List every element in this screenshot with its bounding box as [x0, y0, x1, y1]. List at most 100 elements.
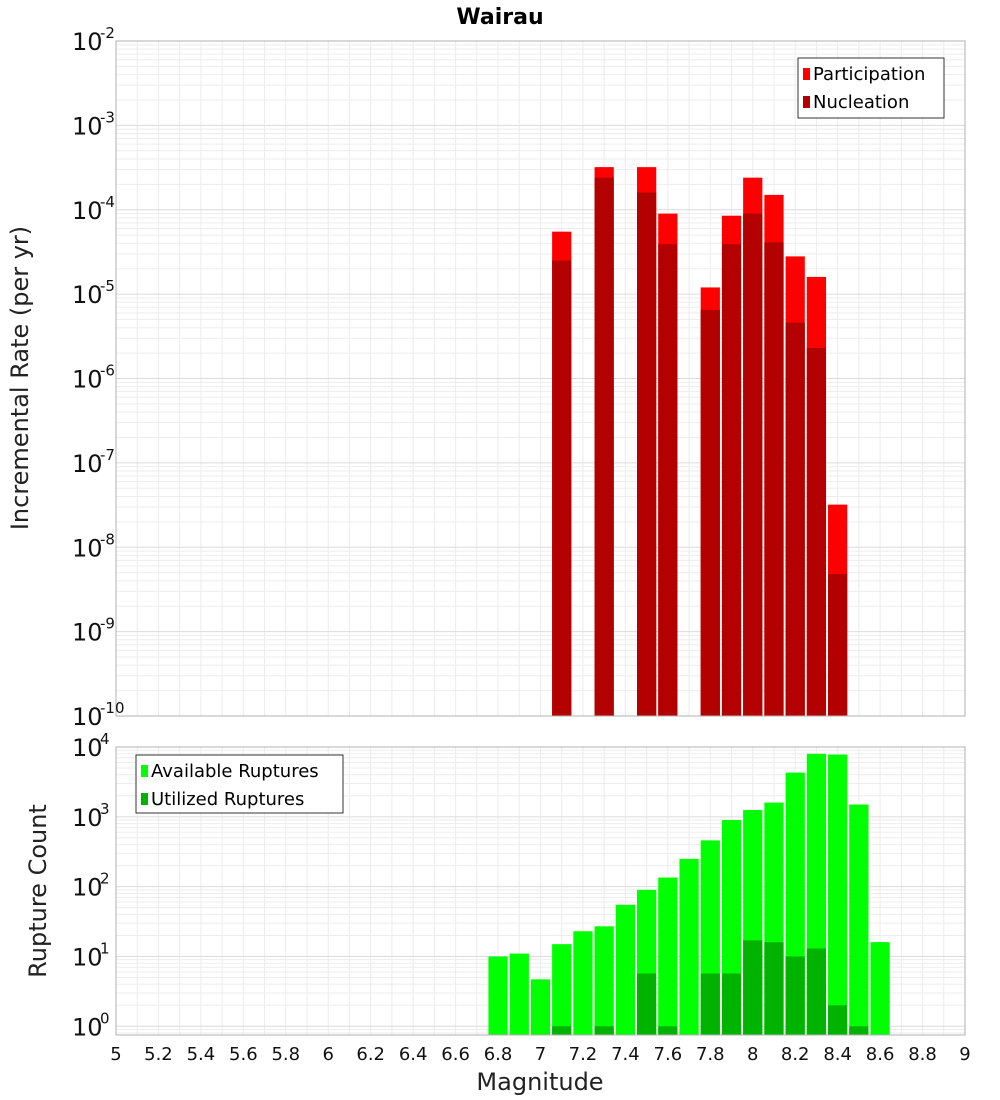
- bottom-legend: Available Ruptures Utilized Ruptures: [135, 754, 344, 814]
- bar-overlay-nucleation: [743, 213, 763, 717]
- legend-swatch: [141, 765, 148, 777]
- x-tick-label: 7.2: [569, 1044, 598, 1065]
- bottom-bars: [488, 753, 890, 1035]
- bar-overlay-nucleation: [721, 244, 742, 717]
- y-tick-exponent: 0: [100, 1009, 110, 1027]
- bar-available-ruptures: [488, 956, 508, 1035]
- y-tick-label: 10: [72, 703, 103, 731]
- x-tick-label: 5.6: [229, 1044, 258, 1065]
- x-tick-label: 6.6: [441, 1044, 470, 1065]
- legend-entry: Available Ruptures: [151, 761, 319, 782]
- bar-overlay-nucleation: [552, 260, 572, 716]
- y-tick-exponent: -4: [100, 193, 115, 211]
- legend-swatch: [803, 68, 810, 80]
- y-tick-label: 10: [72, 619, 103, 647]
- x-tick-label: 5: [110, 1044, 121, 1065]
- y-tick-label: 10: [72, 28, 103, 56]
- y-tick-label: 10: [72, 734, 103, 762]
- top-y-axis-label: Incremental Rate (per yr): [6, 226, 34, 530]
- bar-available-ruptures: [615, 904, 636, 1035]
- bar-available-ruptures: [870, 942, 890, 1035]
- y-tick-label: 10: [72, 197, 103, 225]
- bar-overlay-nucleation: [764, 242, 784, 716]
- top-y-ticks: 10-210-310-410-510-610-710-810-910-10: [72, 24, 125, 731]
- y-tick-label: 10: [72, 450, 103, 478]
- y-tick-exponent: 3: [100, 800, 110, 818]
- x-axis-label: Magnitude: [476, 1068, 603, 1096]
- x-tick-label: 9: [959, 1044, 970, 1065]
- bar-available-ruptures: [509, 953, 529, 1035]
- bar-overlay-utilized-ruptures: [594, 1026, 614, 1035]
- x-tick-label: 7: [535, 1044, 546, 1065]
- x-tick-label: 7.8: [696, 1044, 725, 1065]
- x-tick-label: 5.2: [144, 1044, 173, 1065]
- legend-entry: Nucleation: [813, 92, 909, 113]
- legend-entry: Utilized Ruptures: [151, 789, 304, 810]
- bar-available-ruptures: [552, 944, 572, 1035]
- bar-available-ruptures: [828, 754, 848, 1035]
- bar-available-ruptures: [658, 877, 678, 1035]
- legend-box: [135, 754, 344, 814]
- y-tick-label: 10: [72, 874, 103, 902]
- y-tick-exponent: 1: [100, 939, 110, 957]
- bottom-plot-frame: [115, 746, 966, 1036]
- y-tick-label: 10: [72, 534, 103, 562]
- legend-entry: Participation: [813, 64, 925, 85]
- y-tick-exponent: 2: [100, 870, 110, 888]
- bar-available-ruptures: [849, 804, 869, 1035]
- x-tick-label: 8: [747, 1044, 758, 1065]
- y-tick-label: 10: [72, 281, 103, 309]
- bar-overlay-utilized-ruptures: [658, 1026, 678, 1035]
- x-tick-label: 7.4: [611, 1044, 640, 1065]
- top-plot: 10-210-310-410-510-610-710-810-910-10 In…: [6, 24, 966, 731]
- bottom-y-axis-label: Rupture Count: [24, 804, 52, 978]
- bar-overlay-nucleation: [806, 347, 827, 716]
- x-tick-label: 5.4: [187, 1044, 216, 1065]
- bar-overlay-nucleation: [658, 244, 678, 717]
- bar-overlay-utilized-ruptures: [828, 1005, 848, 1035]
- x-tick-label: 8.6: [866, 1044, 895, 1065]
- legend-swatch: [141, 793, 148, 805]
- bar-overlay-utilized-ruptures: [637, 973, 657, 1035]
- bar-available-ruptures: [679, 858, 699, 1035]
- bar-overlay-utilized-ruptures: [552, 1026, 572, 1035]
- legend-swatch: [803, 96, 810, 108]
- y-tick-exponent: -5: [100, 277, 115, 295]
- x-tick-label: 7.6: [654, 1044, 683, 1065]
- bar-overlay-nucleation: [785, 322, 805, 716]
- y-tick-exponent: -3: [100, 108, 115, 126]
- x-tick-label: 6.2: [356, 1044, 385, 1065]
- x-tick-label: 8.4: [823, 1044, 852, 1065]
- x-tick-label: 6.8: [484, 1044, 513, 1065]
- top-bars: [552, 167, 848, 717]
- y-tick-label: 10: [72, 804, 103, 832]
- bar-overlay-utilized-ruptures: [743, 940, 763, 1035]
- y-tick-label: 10: [72, 1013, 103, 1041]
- bar-overlay-utilized-ruptures: [764, 942, 784, 1035]
- y-tick-exponent: 4: [100, 730, 110, 748]
- bar-available-ruptures: [530, 979, 551, 1035]
- y-tick-exponent: -10: [100, 699, 125, 717]
- x-tick-label: 8.2: [781, 1044, 810, 1065]
- bar-overlay-nucleation: [828, 574, 848, 716]
- top-legend: Participation Nucleation: [797, 57, 945, 119]
- y-tick-exponent: -7: [100, 446, 115, 464]
- top-plot-frame: [115, 40, 966, 717]
- y-tick-exponent: -8: [100, 530, 115, 548]
- x-tick-label: 8.8: [908, 1044, 937, 1065]
- y-tick-label: 10: [72, 943, 103, 971]
- bar-available-ruptures: [594, 926, 614, 1035]
- x-tick-label: 6: [323, 1044, 334, 1065]
- bar-overlay-nucleation: [637, 192, 657, 717]
- bar-available-ruptures: [573, 931, 593, 1035]
- chart-title: Wairau: [456, 5, 543, 30]
- y-tick-exponent: -2: [100, 24, 115, 42]
- bar-overlay-utilized-ruptures: [849, 1026, 869, 1035]
- bar-overlay-utilized-ruptures: [700, 973, 720, 1035]
- legend-box: [797, 57, 945, 119]
- bar-overlay-utilized-ruptures: [785, 956, 805, 1035]
- y-tick-exponent: -9: [100, 615, 115, 633]
